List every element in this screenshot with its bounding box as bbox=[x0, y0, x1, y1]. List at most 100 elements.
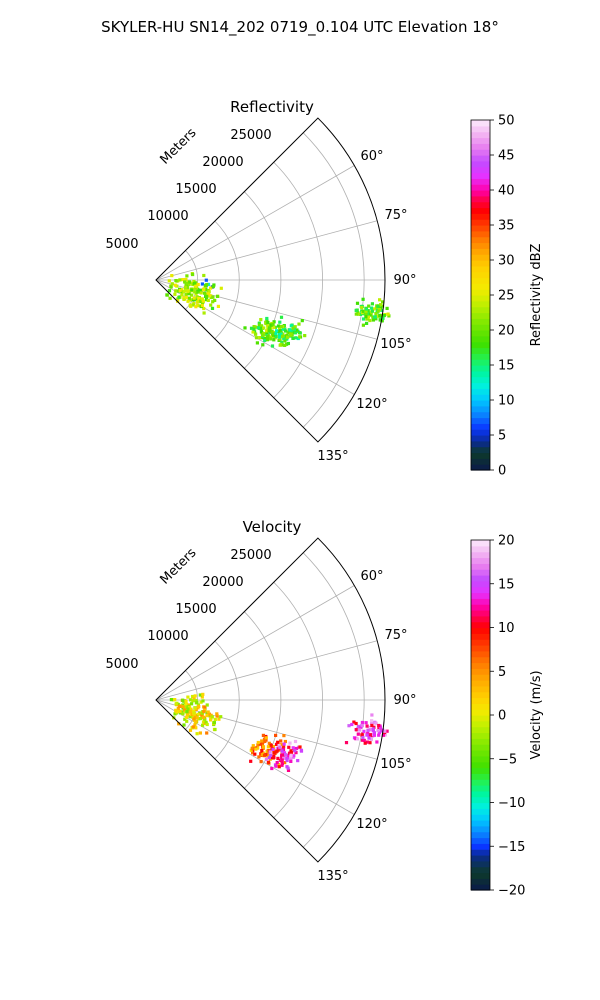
colorbar: 0 5 10 15 20 25 30 35 40 45 50 Reflectivity dBZ bbox=[470, 114, 544, 479]
echo-pixel bbox=[202, 709, 206, 714]
echo-pixel bbox=[376, 729, 380, 733]
echo-pixel bbox=[360, 733, 364, 737]
echo-pixel bbox=[260, 739, 264, 743]
grid-radial bbox=[155, 640, 378, 701]
grid-radial bbox=[155, 165, 355, 281]
colorbar-swatch bbox=[471, 773, 490, 780]
echo-pixel bbox=[209, 303, 213, 307]
echo-pixel bbox=[212, 721, 216, 725]
colorbar-swatch bbox=[471, 230, 490, 238]
echo-pixel bbox=[284, 756, 288, 760]
echo-pixel bbox=[194, 305, 198, 309]
echo-pixel bbox=[253, 332, 258, 336]
echo-pixel bbox=[380, 308, 384, 312]
echo-pixel bbox=[277, 329, 281, 333]
echo-pixel bbox=[170, 274, 174, 278]
echo-pixel bbox=[184, 702, 188, 706]
echo-pixel bbox=[184, 277, 188, 282]
echo-pixel bbox=[205, 703, 209, 707]
echo-pixel bbox=[372, 731, 376, 735]
echo-pixel bbox=[188, 728, 193, 732]
colorbar-swatch bbox=[471, 633, 490, 640]
echo-pixel bbox=[185, 719, 189, 723]
echo-pixel bbox=[361, 317, 366, 321]
echo-pixel bbox=[266, 760, 270, 764]
colorbar-swatch bbox=[471, 306, 490, 314]
colorbar-swatch bbox=[471, 411, 490, 419]
colorbar-swatch bbox=[471, 540, 490, 547]
echo-pixel bbox=[370, 723, 374, 728]
echo-pixel bbox=[261, 333, 265, 337]
echo-pixel bbox=[271, 745, 275, 749]
echo-pixel bbox=[376, 314, 380, 318]
echo-pixel bbox=[266, 335, 270, 339]
echo-pixel bbox=[370, 713, 374, 717]
colorbar-tick-label: −5 bbox=[498, 752, 517, 767]
echo-pixel bbox=[199, 700, 203, 704]
colorbar-swatch bbox=[471, 452, 490, 459]
colorbar-swatch bbox=[471, 761, 490, 769]
colorbar-tick-label: 50 bbox=[498, 114, 515, 129]
echo-pixel bbox=[277, 335, 281, 339]
echo-cluster bbox=[265, 319, 307, 347]
colorbar-swatch bbox=[471, 160, 490, 168]
echo-pixel bbox=[272, 755, 276, 760]
colorbar-swatch bbox=[471, 720, 490, 728]
echo-pixel bbox=[271, 332, 275, 336]
echo-pixel bbox=[362, 738, 366, 742]
colorbar-tick-label: 40 bbox=[498, 184, 515, 199]
echo-pixel bbox=[193, 723, 197, 727]
echo-pixel bbox=[355, 301, 360, 305]
colorbar-swatch bbox=[471, 808, 490, 815]
echo-pixel bbox=[356, 732, 360, 736]
echo-pixel bbox=[360, 738, 364, 742]
echo-pixel bbox=[259, 760, 263, 764]
theta-tick-label: 135° bbox=[317, 869, 348, 884]
echo-pixel bbox=[291, 746, 295, 750]
echo-pixel bbox=[369, 306, 374, 310]
echo-pixel bbox=[366, 731, 370, 735]
colorbar-swatch bbox=[471, 166, 490, 174]
echo-pixel bbox=[370, 719, 374, 723]
echo-pixel bbox=[200, 304, 204, 308]
echo-pixel bbox=[274, 332, 278, 336]
echo-pixel bbox=[360, 723, 364, 728]
echo-pixel bbox=[268, 750, 272, 754]
echo-pixel bbox=[262, 332, 266, 336]
echo-pixel bbox=[197, 297, 201, 301]
echo-pixel bbox=[376, 304, 380, 308]
echo-pixel bbox=[275, 761, 279, 765]
echo-pixel bbox=[188, 710, 193, 714]
echo-pixel bbox=[363, 741, 367, 745]
colorbar-swatch bbox=[471, 703, 490, 710]
echo-pixel bbox=[189, 698, 193, 702]
echo-pixel bbox=[194, 726, 198, 730]
echo-pixel bbox=[377, 730, 381, 735]
colorbar-swatch bbox=[471, 610, 490, 617]
colorbar-swatch bbox=[471, 878, 490, 885]
echo-pixel bbox=[281, 332, 285, 337]
colorbar-swatch bbox=[471, 248, 490, 255]
echo-pixel bbox=[185, 284, 189, 288]
echo-pixel bbox=[177, 295, 181, 299]
echo-pixel bbox=[263, 739, 267, 743]
echo-pixel bbox=[282, 336, 286, 340]
echo-pixel bbox=[378, 725, 382, 729]
echo-layer bbox=[169, 692, 389, 772]
echo-pixel bbox=[206, 292, 210, 297]
echo-pixel bbox=[298, 331, 302, 335]
echo-pixel bbox=[267, 741, 271, 745]
echo-pixel bbox=[264, 736, 268, 740]
echo-pixel bbox=[381, 300, 385, 304]
echo-pixel bbox=[303, 334, 307, 338]
colorbar-swatch bbox=[471, 359, 490, 366]
echo-cluster bbox=[354, 297, 391, 327]
echo-pixel bbox=[174, 279, 178, 283]
echo-pixel bbox=[290, 329, 294, 333]
echo-pixel bbox=[354, 308, 358, 312]
echo-pixel bbox=[188, 280, 192, 284]
echo-pixel bbox=[192, 697, 196, 701]
echo-pixel bbox=[295, 328, 299, 332]
echo-pixel bbox=[187, 292, 191, 296]
echo-pixel bbox=[188, 303, 192, 307]
